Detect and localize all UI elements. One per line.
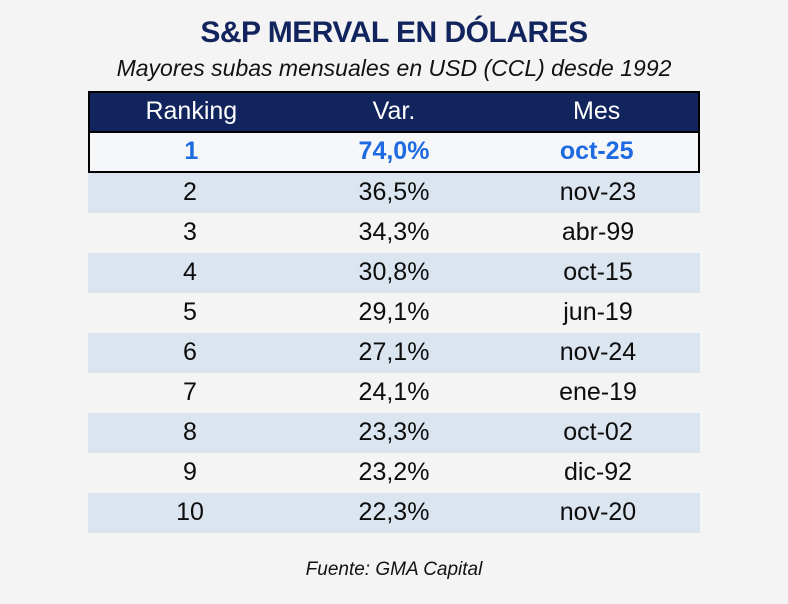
table-row: 6 27,1% nov-24 xyxy=(88,332,700,373)
cell-mes: nov-20 xyxy=(559,498,637,527)
cell-ranking: 7 xyxy=(183,378,197,407)
cell-var: 23,3% xyxy=(358,418,430,447)
cell-mes: nov-23 xyxy=(559,178,637,207)
col-header-var: Var. xyxy=(372,97,416,126)
cell-mes: oct-02 xyxy=(563,418,633,447)
cell-ranking: 10 xyxy=(176,498,204,527)
col-header-mes: Mes xyxy=(573,97,621,126)
table-row: 8 23,3% oct-02 xyxy=(88,412,700,453)
table-row: 4 30,8% oct-15 xyxy=(88,252,700,293)
cell-ranking: 1 xyxy=(184,137,199,166)
cell-mes: abr-99 xyxy=(561,218,635,247)
source-note: Fuente: GMA Capital xyxy=(305,558,483,580)
cell-ranking: 9 xyxy=(183,458,197,487)
table-header-row: Ranking Var. Mes xyxy=(88,90,700,133)
cell-var: 29,1% xyxy=(358,298,430,327)
table-row: 5 29,1% jun-19 xyxy=(88,293,700,333)
cell-var: 23,2% xyxy=(358,458,430,487)
cell-mes: nov-24 xyxy=(559,338,637,367)
ranking-table: Ranking Var. Mes 1 74,0% oct-25 2 36,5% nov-2… xyxy=(88,90,700,533)
cell-ranking: 5 xyxy=(183,298,197,327)
cell-var: 36,5% xyxy=(358,178,430,207)
table-row: 7 24,1% ene-19 xyxy=(88,373,700,413)
cell-ranking: 4 xyxy=(183,258,197,287)
cell-var: 24,1% xyxy=(358,378,430,407)
cell-mes: jun-19 xyxy=(563,298,633,327)
table-row: 1 74,0% oct-25 xyxy=(88,132,700,173)
chart-title: S&P MERVAL EN DÓLARES xyxy=(200,16,588,49)
cell-mes: oct-25 xyxy=(559,137,634,166)
cell-mes: oct-15 xyxy=(563,258,633,287)
table-row: 3 34,3% abr-99 xyxy=(88,213,700,253)
cell-ranking: 6 xyxy=(183,338,197,367)
table-row: 10 22,3% nov-20 xyxy=(88,492,700,533)
cell-mes: ene-19 xyxy=(559,378,637,407)
cell-ranking: 8 xyxy=(183,418,197,447)
cell-var: 30,8% xyxy=(358,258,430,287)
col-header-ranking: Ranking xyxy=(145,97,238,126)
cell-var: 74,0% xyxy=(358,137,430,166)
table-row: 9 23,2% dic-92 xyxy=(88,453,700,493)
cell-ranking: 3 xyxy=(183,218,197,247)
cell-mes: dic-92 xyxy=(563,458,633,487)
cell-var: 34,3% xyxy=(358,218,430,247)
cell-ranking: 2 xyxy=(183,178,197,207)
chart-subtitle: Mayores subas mensuales en USD (CCL) des… xyxy=(116,54,672,81)
table-row: 2 36,5% nov-23 xyxy=(88,172,700,213)
cell-var: 27,1% xyxy=(358,338,430,367)
table-body: 1 74,0% oct-25 2 36,5% nov-23 3 34,3% abr-99 4 30,… xyxy=(88,132,700,533)
cell-var: 22,3% xyxy=(358,498,430,527)
